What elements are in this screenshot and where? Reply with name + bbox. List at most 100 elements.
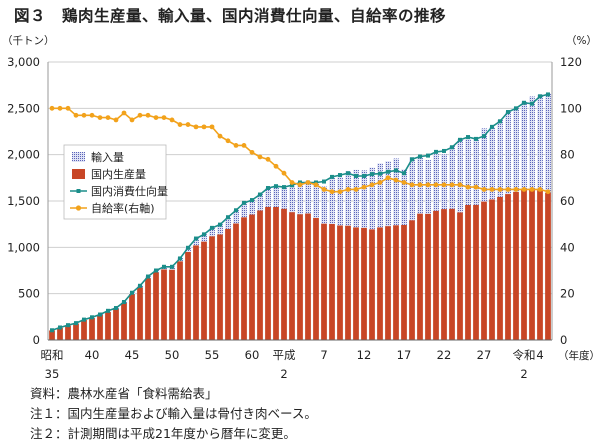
y-tick-label: 0	[33, 333, 40, 347]
x-tick-label: 50	[165, 348, 180, 362]
self-sufficiency-point	[241, 143, 247, 148]
production-bar	[529, 189, 535, 340]
consumption-point	[466, 135, 470, 140]
x-tick-label: 昭和	[41, 348, 64, 362]
production-bar	[473, 204, 479, 340]
production-bar	[225, 228, 231, 340]
self-sufficiency-point	[505, 187, 511, 192]
consumption-point	[426, 153, 430, 158]
import-bar	[369, 167, 375, 230]
import-bar	[473, 139, 479, 205]
self-sufficiency-point	[225, 138, 231, 144]
consumption-point	[442, 148, 446, 153]
self-sufficiency-point	[273, 163, 279, 169]
x-tick-label: 17	[397, 348, 412, 362]
import-bar	[289, 186, 295, 213]
self-sufficiency-point	[97, 115, 103, 120]
y2-tick-label: 40	[560, 240, 575, 254]
import-bar	[217, 224, 223, 235]
self-sufficiency-point	[401, 180, 407, 185]
consumption-point	[530, 101, 534, 106]
import-bar	[193, 238, 199, 246]
production-bar	[257, 210, 263, 340]
consumption-point	[354, 173, 358, 178]
self-sufficiency-point	[369, 182, 375, 188]
self-sufficiency-point	[329, 189, 335, 195]
y2-tick-label: 0	[560, 333, 567, 347]
self-sufficiency-point	[537, 187, 543, 192]
y2-tick-label: 120	[560, 55, 582, 69]
consumption-point	[210, 225, 214, 230]
production-bar	[425, 213, 431, 340]
production-bar	[449, 208, 455, 340]
production-bar	[129, 294, 135, 340]
legend-label-production: 国内生産量	[91, 167, 146, 181]
consumption-point	[538, 94, 542, 99]
production-bar	[521, 188, 527, 340]
self-sufficiency-point	[497, 187, 503, 192]
self-sufficiency-point	[385, 175, 391, 181]
production-bar	[465, 204, 471, 340]
production-bar	[401, 224, 407, 340]
self-sufficiency-point	[433, 182, 439, 188]
consumption-point	[522, 100, 526, 105]
production-bar	[513, 191, 519, 340]
production-bar	[361, 227, 367, 340]
production-bar	[353, 227, 359, 340]
self-sufficiency-point	[169, 117, 175, 123]
consumption-point	[458, 137, 462, 142]
self-sufficiency-point	[489, 187, 495, 192]
import-bar	[545, 93, 551, 193]
production-bar	[305, 213, 311, 340]
x-tick-label: 60	[245, 348, 260, 362]
x-tick-label: 45	[125, 348, 140, 362]
x-tick-label: 27	[477, 348, 492, 362]
self-sufficiency-point	[377, 180, 383, 185]
self-sufficiency-point	[297, 182, 303, 188]
import-bar	[537, 94, 543, 191]
production-bar	[417, 213, 423, 340]
consumption-point	[506, 110, 510, 115]
production-bar	[241, 217, 247, 340]
import-bar	[321, 186, 327, 224]
consumption-point	[370, 172, 374, 177]
consumption-point	[106, 308, 110, 313]
import-bar	[409, 157, 415, 221]
self-sufficiency-point	[321, 187, 327, 192]
self-sufficiency-point	[337, 189, 343, 195]
consumption-point	[386, 169, 390, 174]
consumption-point	[66, 323, 70, 328]
import-bar	[377, 163, 383, 228]
self-sufficiency-point	[121, 110, 127, 116]
x-tick-label: 12	[357, 348, 372, 362]
consumption-point	[514, 106, 518, 111]
self-sufficiency-point	[393, 177, 399, 183]
production-bar	[329, 223, 335, 340]
import-bar	[513, 107, 519, 192]
consumption-point	[170, 264, 174, 269]
production-bar	[369, 229, 375, 340]
legend-swatch-production	[72, 169, 85, 179]
import-bar	[241, 202, 247, 218]
consumption-point	[138, 283, 142, 288]
production-bar	[73, 323, 79, 340]
consumption-point	[218, 222, 222, 227]
consumption-point	[154, 268, 158, 273]
consumption-point	[402, 171, 406, 176]
production-bar	[105, 312, 111, 340]
legend-label-import: 輸入量	[91, 150, 124, 164]
import-bar	[209, 227, 215, 237]
consumption-point	[418, 154, 422, 159]
self-sufficiency-point	[353, 187, 359, 192]
production-bar	[161, 269, 167, 340]
consumption-point	[282, 185, 286, 190]
consumption-point	[546, 92, 550, 97]
self-sufficiency-point	[457, 182, 463, 188]
self-sufficiency-point	[105, 115, 111, 120]
consumption-point	[186, 245, 190, 250]
production-bar	[169, 269, 175, 340]
production-bar	[97, 314, 103, 340]
source-note: 資料：農林水産省「食料需給表」	[30, 386, 218, 401]
production-bar	[265, 206, 271, 340]
import-bar	[257, 193, 263, 211]
